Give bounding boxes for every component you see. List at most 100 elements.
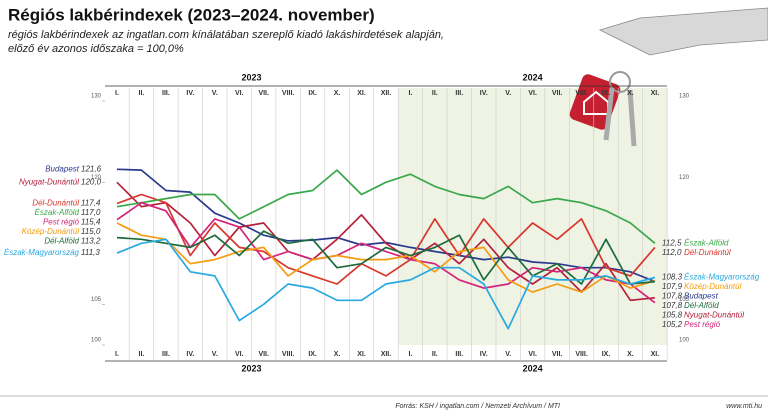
- x-tick-label: VI.: [528, 90, 537, 97]
- data-label: 112,0: [662, 248, 682, 257]
- x-tick-label: I.: [408, 90, 412, 97]
- x-tick-label: IV.: [480, 351, 488, 358]
- y-tick-label: 105: [679, 297, 690, 303]
- legend-label: Dél-Dunántúl: [32, 199, 79, 208]
- legend-label: Dél-Alföld: [684, 301, 719, 310]
- data-label: 117,4: [81, 199, 101, 208]
- series-line: [116, 181, 655, 302]
- y-tick-label: 120: [91, 175, 102, 181]
- x-tick-label: X.: [627, 351, 634, 358]
- x-tick-label: I.: [115, 90, 119, 97]
- legend-label: Észak-Alföld: [684, 238, 729, 247]
- y-tick-label: 100: [91, 338, 102, 344]
- x-tick-label: X.: [334, 351, 341, 358]
- data-label: 117,0: [81, 208, 101, 217]
- year-label: 2023: [241, 72, 261, 82]
- subtitle: előző év azonos időszaka = 100,0%: [8, 43, 184, 55]
- x-tick-label: VIII.: [575, 90, 588, 97]
- x-tick-label: V.: [212, 90, 218, 97]
- y-tick-label: 130: [91, 94, 102, 100]
- data-label: 111,3: [81, 248, 100, 257]
- legend-label: Dél-Dunántúl: [684, 248, 731, 257]
- keys-illustration: [569, 7, 768, 147]
- y-tick-label: 120: [679, 175, 690, 181]
- data-label: 113,2: [81, 237, 101, 246]
- data-label: 120,0: [81, 177, 102, 186]
- x-tick-label: III.: [455, 351, 463, 358]
- y-tick-label: 130: [679, 94, 690, 100]
- legend-label: Észak-Alföld: [35, 208, 80, 217]
- x-tick-label: VIII.: [575, 351, 588, 358]
- data-label: 107,8: [662, 292, 683, 301]
- series-line: [116, 230, 655, 285]
- legend-label: Dél-Alföld: [44, 237, 79, 246]
- year-label: 2024: [523, 363, 543, 373]
- x-tick-label: II.: [432, 90, 438, 97]
- x-tick-label: XII.: [381, 90, 392, 97]
- x-tick-label: IV.: [186, 90, 194, 97]
- x-tick-label: II.: [432, 351, 438, 358]
- x-tick-label: I.: [408, 351, 412, 358]
- subtitle: régiós lakbérindexek az ingatlan.com kín…: [8, 29, 444, 41]
- x-tick-label: I.: [115, 351, 119, 358]
- x-tick-label: XI.: [651, 90, 660, 97]
- x-tick-label: V.: [505, 90, 511, 97]
- x-tick-label: XI.: [651, 351, 660, 358]
- legend-label: Közép-Dunántúl: [684, 282, 742, 291]
- website: www.mti.hu: [726, 403, 762, 410]
- data-label: 115,0: [81, 227, 101, 236]
- series-line: [116, 238, 656, 330]
- x-tick-label: IV.: [186, 351, 194, 358]
- series-line: [116, 169, 656, 244]
- x-tick-label: VII.: [258, 351, 269, 358]
- legend-label: Pest régió: [684, 320, 721, 329]
- data-label: 108,3: [662, 273, 683, 282]
- x-tick-label: VIII.: [282, 90, 295, 97]
- year-label: 2024: [523, 72, 543, 82]
- x-tick-label: II.: [139, 351, 145, 358]
- x-tick-label: IX.: [602, 351, 611, 358]
- chart-title: Régiós lakbérindexek (2023–2024. novembe…: [8, 5, 375, 24]
- x-tick-label: VII.: [258, 90, 269, 97]
- x-tick-label: II.: [139, 90, 145, 97]
- data-label: 107,9: [662, 282, 683, 291]
- y-tick-label: 105: [91, 297, 102, 303]
- data-label: 112,5: [662, 238, 682, 247]
- legend-label: Budapest: [684, 292, 719, 301]
- x-tick-label: VII.: [552, 90, 563, 97]
- x-tick-label: XII.: [381, 351, 392, 358]
- data-label: 105,8: [662, 311, 683, 320]
- legend-label: Pest régió: [43, 218, 80, 227]
- x-tick-label: VII.: [552, 351, 563, 358]
- legend-label: Észak-Magyarország: [4, 248, 80, 257]
- x-tick-label: III.: [162, 351, 170, 358]
- series-line: [116, 193, 656, 285]
- x-tick-label: VI.: [235, 351, 244, 358]
- legend-label: Nyugat-Dunántúl: [684, 311, 744, 320]
- x-tick-label: III.: [455, 90, 463, 97]
- year-shading: [398, 88, 667, 345]
- legend-label: Nyugat-Dunántúl: [19, 177, 79, 186]
- data-label: 115,4: [81, 218, 101, 227]
- data-label: 121,6: [81, 164, 102, 173]
- legend-label: Budapest: [45, 164, 80, 173]
- x-tick-label: V.: [212, 351, 218, 358]
- data-label: 105,2: [662, 320, 683, 329]
- legend-label: Észak-Magyarország: [684, 273, 760, 282]
- x-tick-label: IX.: [602, 90, 611, 97]
- x-tick-label: X.: [334, 90, 341, 97]
- x-tick-label: XI.: [357, 351, 366, 358]
- x-tick-label: IX.: [308, 90, 317, 97]
- source: Forrás: KSH / ingatlan.com / Nemzeti Arc…: [395, 403, 560, 410]
- x-tick-label: IX.: [308, 351, 317, 358]
- x-tick-label: III.: [162, 90, 170, 97]
- x-tick-label: VI.: [528, 351, 537, 358]
- x-tick-label: XI.: [357, 90, 366, 97]
- x-tick-label: IV.: [480, 90, 488, 97]
- x-tick-label: X.: [627, 90, 634, 97]
- legend-label: Közép-Dunántúl: [22, 227, 80, 236]
- x-tick-label: V.: [505, 351, 511, 358]
- x-tick-label: VI.: [235, 90, 244, 97]
- y-tick-label: 100: [679, 338, 690, 344]
